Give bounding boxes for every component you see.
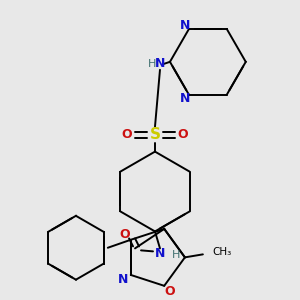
Text: N: N — [155, 57, 165, 70]
Text: N: N — [180, 19, 190, 32]
Text: O: O — [120, 228, 130, 241]
Text: H: H — [172, 250, 180, 260]
Text: N: N — [180, 92, 190, 105]
Text: H: H — [148, 59, 156, 69]
Text: O: O — [122, 128, 132, 141]
Text: N: N — [118, 273, 128, 286]
Text: CH₃: CH₃ — [213, 248, 232, 257]
Text: O: O — [164, 285, 175, 298]
Text: O: O — [178, 128, 188, 141]
Text: N: N — [155, 247, 165, 260]
Text: S: S — [149, 127, 161, 142]
